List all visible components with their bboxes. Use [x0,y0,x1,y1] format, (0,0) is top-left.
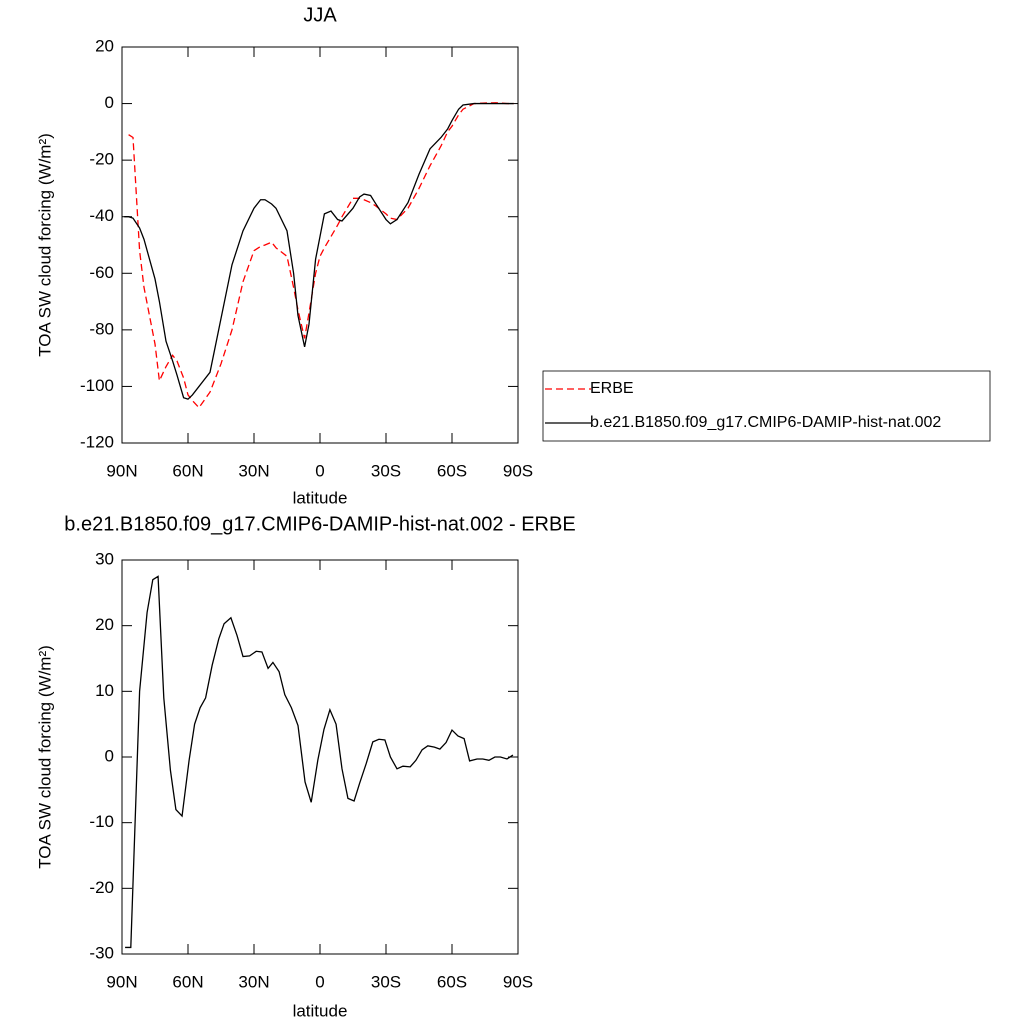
x-tick-label: 30S [371,972,401,991]
y-tick-label: 0 [105,746,114,765]
legend: ERBE b.e21.B1850.f09_g17.CMIP6-DAMIP-hist… [542,370,991,442]
y-tick-label: -30 [89,943,114,962]
x-tick-label: 90S [503,972,533,991]
y-tick-label: 30 [95,549,114,568]
chart: b.e21.B1850.f09_g17.CMIP6-DAMIP-hist-nat… [35,513,575,1020]
data-line [124,102,514,400]
x-tick-label: 30N [238,461,269,480]
y-tick-label: 20 [95,36,114,55]
x-tick-label: 0 [315,461,324,480]
data-line [128,102,514,409]
x-tick-label: 0 [315,972,324,991]
x-axis-label: latitude [293,1001,348,1020]
plot-frame [121,46,519,444]
legend-label: b.e21.B1850.f09_g17.CMIP6-DAMIP-hist-nat… [590,414,941,431]
y-tick-label: -40 [89,206,114,225]
x-tick-label: 60S [437,461,467,480]
chart: JJA latitude TOA SW cloud forcing (W/m²) -1… [35,4,991,507]
y-tick-label: -120 [80,432,114,451]
x-tick-label: 90N [106,972,137,991]
x-tick-label: 90N [106,461,137,480]
y-axis-label: TOA SW cloud forcing (W/m²) [35,645,54,869]
legend-label: ERBE [590,380,634,397]
legend-box [542,370,991,442]
x-tick-label: 90S [503,461,533,480]
x-tick-label: 30N [238,972,269,991]
x-tick-label: 60S [437,972,467,991]
y-tick-label: -20 [89,878,114,897]
y-tick-label: -80 [89,319,114,338]
x-axis-label: latitude [293,488,348,507]
plot-frame [121,559,519,955]
chart-title: JJA [303,4,337,26]
x-tick-label: 30S [371,461,401,480]
y-tick-label: 20 [95,615,114,634]
y-tick-label: -10 [89,812,114,831]
y-axis-label: TOA SW cloud forcing (W/m²) [35,133,54,357]
y-tick-label: -100 [80,376,114,395]
x-tick-label: 60N [172,972,203,991]
x-tick-label: 60N [172,461,203,480]
y-tick-label: -20 [89,150,114,169]
y-tick-label: 0 [105,93,114,112]
data-line [125,575,514,949]
y-tick-label: -60 [89,263,114,282]
chart-title: b.e21.B1850.f09_g17.CMIP6-DAMIP-hist-nat… [64,513,575,535]
y-tick-label: 10 [95,681,114,700]
